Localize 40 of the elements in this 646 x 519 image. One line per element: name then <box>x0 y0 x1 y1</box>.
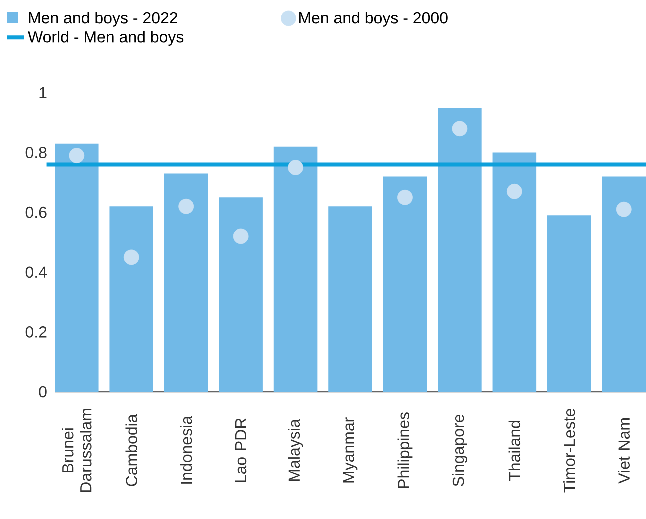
x-tick-label: Singapore <box>452 414 468 486</box>
bar <box>164 174 208 392</box>
y-tick-label: 0.2 <box>26 326 47 338</box>
bar <box>328 206 372 392</box>
bar <box>438 108 482 392</box>
y-tick-label: 0.4 <box>26 266 48 278</box>
bar <box>548 216 592 392</box>
x-tick-label: Brunei Darussalam <box>62 409 92 492</box>
legend-label: Men and boys - 2000 <box>300 12 448 27</box>
point <box>178 198 194 214</box>
bar <box>55 144 99 392</box>
bar <box>274 146 318 392</box>
x-tick-label: Myanmar <box>343 418 358 483</box>
point <box>288 160 304 176</box>
x-tick-label: Cambodia <box>126 414 138 486</box>
y-tick-label: 0 <box>39 386 47 398</box>
point <box>452 121 468 137</box>
x-tick-label: Timor-Leste <box>564 409 576 493</box>
point <box>124 250 140 266</box>
bar <box>383 176 428 392</box>
legend-label: World - Men and boys <box>28 31 184 46</box>
bar <box>219 198 263 392</box>
y-tick-label: 0.8 <box>26 147 47 158</box>
bar <box>492 152 537 392</box>
legend-label: Men and boys - 2022 <box>29 12 178 27</box>
x-tick-label: Malaysia <box>288 419 304 481</box>
x-tick-label: Indonesia <box>180 416 192 484</box>
y-tick-label: 0.6 <box>26 206 47 218</box>
y-tick-label: 1 <box>40 87 47 98</box>
x-tick-label: Philippines <box>398 412 413 488</box>
bar <box>110 206 154 392</box>
x-tick-label: Viet Nam <box>618 418 630 484</box>
point <box>69 148 85 164</box>
x-tick-label: Lao PDR <box>235 418 247 482</box>
point <box>398 190 413 206</box>
point <box>616 202 632 218</box>
point <box>233 228 249 244</box>
x-tick-label: Thailand <box>508 421 521 482</box>
bar <box>602 176 646 392</box>
point <box>506 184 522 200</box>
